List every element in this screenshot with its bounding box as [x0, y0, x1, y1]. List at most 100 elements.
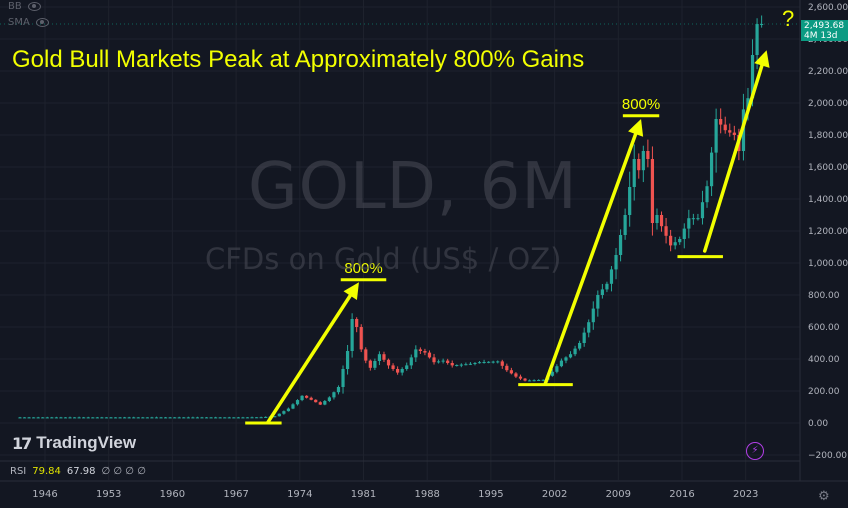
candle-body: [182, 417, 186, 419]
candle-body: [446, 360, 450, 363]
bb-indicator-row[interactable]: BB: [8, 1, 41, 12]
candle-body: [714, 119, 718, 153]
candle-body: [227, 417, 231, 419]
candle-body: [728, 130, 732, 133]
candle-body: [54, 417, 58, 419]
candle-body: [82, 417, 86, 419]
candle-body: [104, 417, 109, 419]
candle-body: [505, 365, 509, 371]
x-tick-label: 1974: [287, 489, 312, 500]
y-axis: 2,600.002,400.002,200.002,000.001,800.00…: [808, 3, 848, 461]
peak-gain-label: 800%: [344, 260, 382, 277]
candle-body: [232, 417, 236, 419]
rsi-legend[interactable]: RSI 79.84 67.98 ∅ ∅ ∅ ∅: [10, 466, 146, 477]
candle-body: [559, 360, 564, 367]
candle-body: [682, 228, 686, 239]
candle-body: [95, 417, 99, 419]
x-tick-label: 2002: [542, 489, 567, 500]
y-tick-label: 1,000.00: [808, 259, 848, 269]
bb-label: BB: [8, 1, 22, 12]
candle-body: [760, 24, 764, 26]
candle-body: [527, 380, 532, 382]
candle-body: [59, 417, 63, 419]
candle-body: [159, 417, 163, 419]
x-tick-label: 1946: [32, 489, 57, 500]
candle-body: [364, 349, 368, 361]
last-price: 2,493.68: [804, 21, 845, 31]
y-tick-label: 200.00: [808, 387, 840, 397]
y-tick-label: 1,200.00: [808, 227, 848, 237]
candle-body: [45, 417, 49, 419]
candle-body: [109, 417, 113, 419]
candle-body: [332, 392, 336, 398]
candle-body: [473, 363, 477, 364]
y-tick-label: 2,600.00: [808, 3, 848, 13]
candle-body: [36, 417, 40, 419]
candle-body: [482, 362, 486, 363]
candle-body: [509, 370, 513, 374]
y-tick-label: 600.00: [808, 323, 840, 333]
bar-countdown: 4M 13d: [804, 31, 838, 41]
candle-body: [223, 417, 227, 419]
candle-body: [550, 371, 554, 376]
y-tick-label: 1,800.00: [808, 131, 848, 141]
eye-off-icon[interactable]: [27, 2, 41, 11]
candle-body: [523, 378, 527, 381]
candle-body: [423, 351, 427, 353]
candle-body: [377, 354, 382, 361]
x-tick-label: 2023: [733, 489, 758, 500]
candle-body: [218, 417, 222, 419]
candle-body: [259, 417, 263, 419]
candle-body: [518, 376, 523, 379]
candle-body: [659, 215, 664, 227]
candle-body: [368, 360, 372, 368]
candle-body: [91, 417, 95, 419]
rally-arrow-head: [628, 119, 644, 137]
rally-arrow-shaft: [543, 132, 638, 385]
candle-body: [596, 295, 600, 309]
candle-body: [27, 417, 31, 419]
tradingview-logo[interactable]: 17 TradingView: [12, 433, 136, 453]
candle-body: [464, 364, 468, 366]
candle-body: [696, 218, 700, 220]
description-watermark: CFDs on Gold (US$ / OZ): [205, 242, 562, 276]
candle-body: [673, 242, 677, 246]
eye-off-icon[interactable]: [35, 18, 49, 27]
candle-body: [150, 417, 154, 419]
rally-arrow-shaft: [266, 293, 352, 424]
settings-gear-icon[interactable]: ⚙: [818, 489, 830, 504]
candle-body: [236, 417, 240, 419]
candle-body: [687, 218, 691, 229]
candle-body: [564, 357, 568, 361]
candle-body: [350, 319, 354, 351]
sma-indicator-row[interactable]: SMA: [8, 17, 49, 28]
candle-body: [568, 354, 573, 358]
last-price-tag: 2,493.68 4M 13d: [801, 20, 848, 41]
candle-body: [496, 361, 500, 363]
candle-body: [746, 98, 750, 110]
lightning-icon[interactable]: ⚡: [746, 442, 764, 460]
candle-body: [719, 119, 723, 125]
candle-body: [314, 399, 318, 403]
chart-title: Gold Bull Markets Peak at Approximately …: [12, 46, 585, 73]
candle-body: [432, 357, 436, 363]
candle-body: [264, 416, 268, 418]
candle-body: [637, 159, 641, 171]
candle-body: [732, 132, 736, 135]
candle-body: [154, 417, 159, 419]
candle-body: [18, 417, 22, 419]
candle-body: [341, 369, 345, 387]
candle-body: [532, 380, 536, 382]
candle-body: [691, 218, 695, 220]
x-tick-label: 1953: [96, 489, 121, 500]
rsi-label: RSI: [10, 466, 27, 477]
candle-body: [136, 417, 140, 419]
candle-body: [555, 366, 559, 372]
candle-body: [168, 417, 172, 419]
grid-lines: [0, 0, 800, 480]
candle-body: [591, 308, 595, 323]
candle-body: [400, 369, 404, 373]
candle-body: [50, 417, 54, 419]
candle-body: [441, 360, 445, 362]
